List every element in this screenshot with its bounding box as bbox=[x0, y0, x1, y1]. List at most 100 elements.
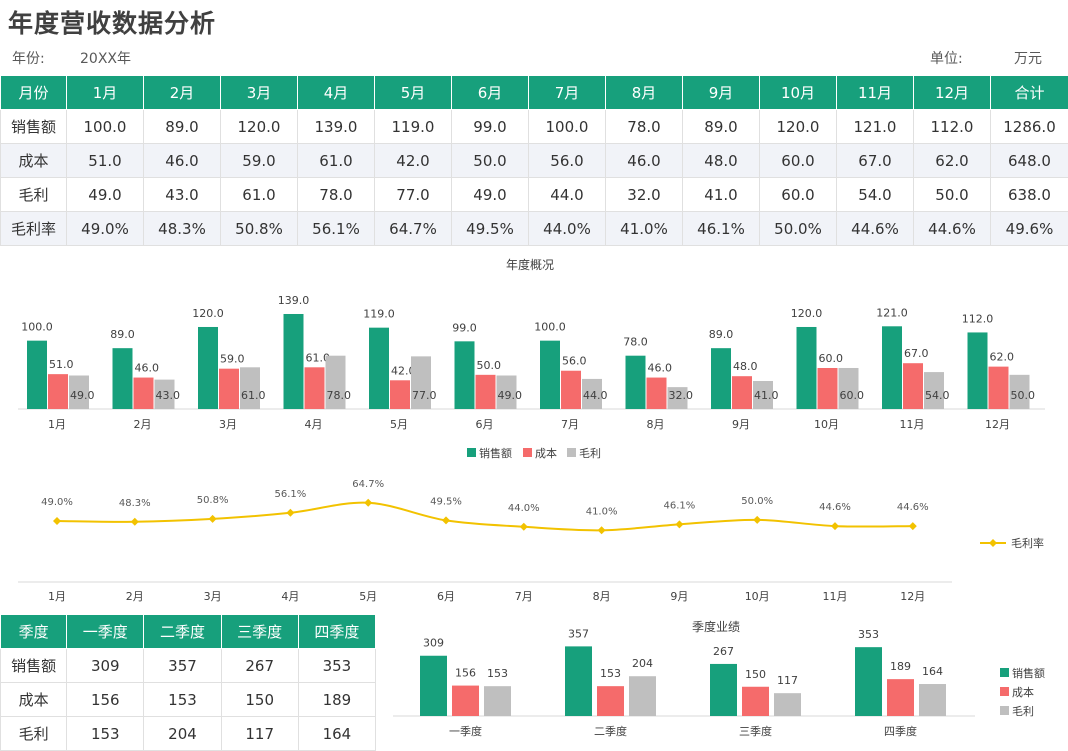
table-cell: 56.0 bbox=[528, 143, 606, 178]
data-label: 48.3% bbox=[119, 498, 151, 509]
bar-profit bbox=[919, 684, 946, 716]
header-cell: 二季度 bbox=[143, 614, 222, 649]
data-label: 44.6% bbox=[819, 502, 851, 513]
header-cell: 1月 bbox=[66, 75, 144, 110]
line-point bbox=[286, 508, 295, 517]
bar-sales bbox=[27, 340, 47, 409]
bar-sales bbox=[855, 647, 882, 716]
legend-swatch bbox=[1000, 668, 1009, 677]
data-label: 43.0 bbox=[156, 389, 181, 402]
table-row: 成本 156 153 150 189 bbox=[0, 682, 377, 717]
data-label: 50.8% bbox=[197, 495, 229, 506]
bar-sales bbox=[420, 655, 447, 716]
line-point bbox=[519, 522, 528, 531]
x-tick-label: 4月 bbox=[305, 418, 323, 431]
table-cell: 48.3% bbox=[143, 211, 221, 246]
data-label: 56.1% bbox=[275, 489, 307, 500]
data-label: 62.0 bbox=[990, 351, 1015, 364]
bar-cost bbox=[817, 367, 838, 409]
table-cell: 164 bbox=[297, 716, 377, 751]
x-tick-label: 3月 bbox=[219, 418, 237, 431]
bar-cost bbox=[304, 367, 325, 409]
table-cell: 119.0 bbox=[374, 109, 452, 144]
data-label: 59.0 bbox=[220, 353, 245, 366]
bar-sales bbox=[882, 326, 902, 409]
table-row: 毛利 153 204 117 164 bbox=[0, 716, 377, 751]
data-label: 357 bbox=[568, 627, 589, 640]
data-label: 54.0 bbox=[925, 389, 950, 402]
table-cell: 353 bbox=[297, 648, 377, 683]
header-cell: 6月 bbox=[451, 75, 529, 110]
data-label: 61.0 bbox=[306, 351, 331, 364]
line-point bbox=[130, 517, 139, 526]
x-tick-label: 4月 bbox=[281, 590, 299, 603]
bar-sales bbox=[710, 663, 737, 716]
table-cell: 50.8% bbox=[220, 211, 298, 246]
data-label: 49.0% bbox=[41, 497, 73, 508]
x-tick-label: 5月 bbox=[390, 418, 408, 431]
bar-cost bbox=[133, 377, 154, 409]
table-cell: 61.0 bbox=[297, 143, 375, 178]
legend-swatch bbox=[567, 448, 576, 457]
table-cell: 44.0 bbox=[528, 177, 606, 212]
x-tick-label: 12月 bbox=[900, 590, 925, 603]
data-label: 100.0 bbox=[21, 321, 53, 334]
x-tick-label: 1月 bbox=[48, 590, 66, 603]
bar-cost bbox=[48, 374, 68, 409]
bar-cost bbox=[988, 366, 1009, 409]
header-cell: 一季度 bbox=[66, 614, 145, 649]
x-tick-label: 6月 bbox=[437, 590, 455, 603]
line-point bbox=[908, 522, 917, 531]
data-label: 100.0 bbox=[534, 321, 566, 334]
x-tick-label: 2月 bbox=[134, 418, 152, 431]
table-cell: 189 bbox=[297, 682, 377, 717]
table-row: 成本 51.0 46.0 59.0 61.0 42.0 50.0 56.0 46.0 48.0 60… bbox=[0, 143, 1068, 178]
bar-sales bbox=[369, 327, 389, 409]
bar-profit bbox=[69, 375, 89, 409]
monthly-table: 月份 1月 2月 3月 4月 5月 6月 7月 8月 9月 10月 11月 12… bbox=[0, 75, 1068, 246]
legend-swatch bbox=[1000, 687, 1009, 696]
header-cell: 2月 bbox=[143, 75, 221, 110]
bar-sales bbox=[625, 355, 646, 409]
table-cell: 62.0 bbox=[913, 143, 991, 178]
year-value: 20XX年 bbox=[80, 51, 131, 67]
data-label: 156 bbox=[455, 667, 476, 680]
bar-profit bbox=[154, 379, 175, 409]
data-label: 46.0 bbox=[135, 362, 160, 375]
bar-sales bbox=[565, 646, 592, 716]
data-label: 50.0% bbox=[741, 496, 773, 507]
data-label: 189 bbox=[890, 660, 911, 673]
x-tick-label: 8月 bbox=[593, 590, 611, 603]
data-label: 50.0 bbox=[1011, 389, 1036, 402]
header-cell: 9月 bbox=[682, 75, 760, 110]
table-cell: 117 bbox=[220, 716, 299, 751]
table-cell: 77.0 bbox=[374, 177, 452, 212]
bar-sales bbox=[711, 348, 731, 409]
bar-sales bbox=[967, 332, 988, 409]
table-cell: 60.0 bbox=[759, 177, 837, 212]
row-label-cell: 毛利率 bbox=[0, 211, 67, 246]
data-label: 41.0% bbox=[586, 506, 618, 517]
x-tick-label: 11月 bbox=[900, 418, 925, 431]
x-tick-label: 1月 bbox=[48, 418, 66, 431]
data-label: 120.0 bbox=[192, 307, 224, 320]
header-cell: 3月 bbox=[220, 75, 298, 110]
data-label: 309 bbox=[423, 637, 444, 650]
table-row: 销售额 309 357 267 353 bbox=[0, 648, 377, 683]
data-label: 164 bbox=[922, 665, 943, 678]
data-label: 61.0 bbox=[241, 389, 266, 402]
data-label: 121.0 bbox=[876, 306, 908, 319]
data-label: 44.0% bbox=[508, 503, 540, 514]
legend-swatch bbox=[467, 448, 476, 457]
line-point bbox=[831, 522, 839, 531]
quarter-table-header: 季度 一季度 二季度 三季度 四季度 bbox=[0, 614, 377, 649]
line-point bbox=[208, 514, 217, 523]
table-cell: 56.1% bbox=[297, 211, 375, 246]
line-point bbox=[597, 526, 606, 535]
row-label-cell: 成本 bbox=[0, 143, 67, 178]
table-cell: 156 bbox=[66, 682, 145, 717]
table-cell: 309 bbox=[66, 648, 145, 683]
table-cell: 44.6% bbox=[836, 211, 914, 246]
data-label: 60.0 bbox=[819, 352, 844, 365]
quarter-table: 季度 一季度 二季度 三季度 四季度 销售额 309 357 267 353 成本 156 1… bbox=[0, 614, 377, 751]
